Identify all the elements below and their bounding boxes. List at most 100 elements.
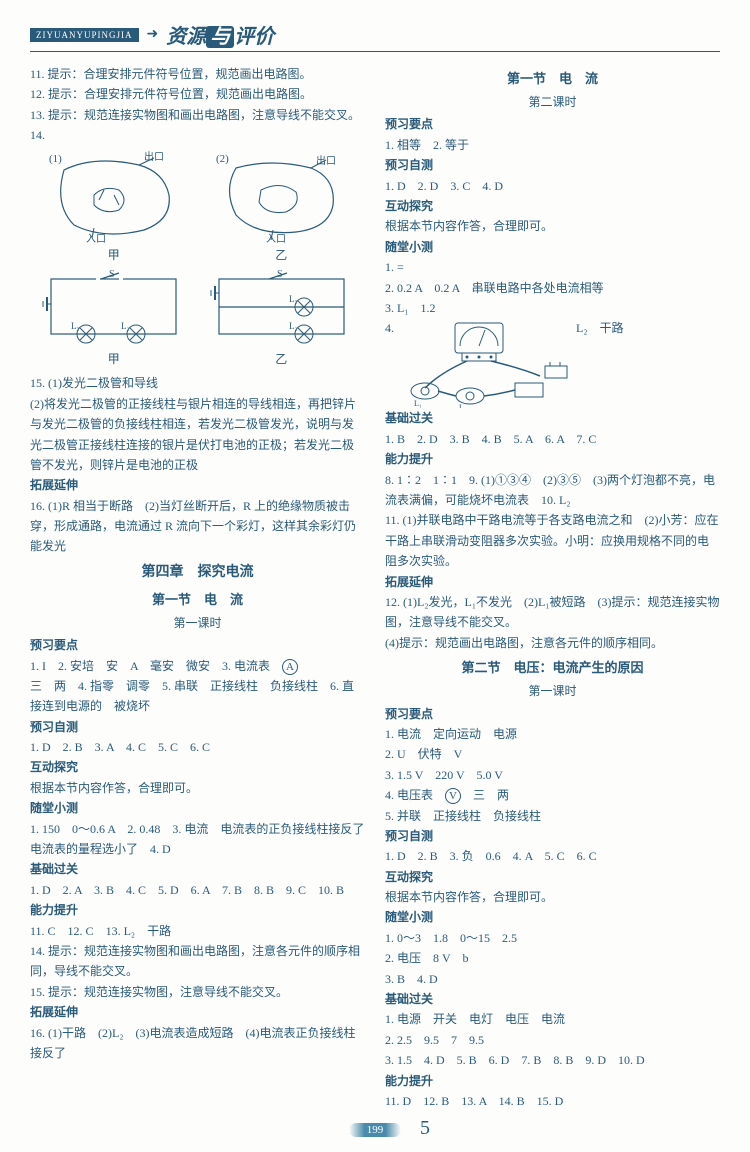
svg-text:L₁: L₁ [414,399,422,408]
r-nlts: 能力提升 [385,449,720,469]
diagram-row-2: S L₁ L₂ 甲 S [30,269,365,369]
r-jcgg: 基础过关 [385,408,720,428]
r-jc1: 1. B 2. D 3. B 4. B 5. A 6. A 7. C [385,429,720,449]
r-jcgg2: 基础过关 [385,989,720,1009]
r-yx2-4: 4. 电压表 V 三 两 [385,785,720,805]
item-13: 13. 提示：规范连接实物图和画出电路图，注意导线不能交叉。 [30,105,365,125]
svg-text:入口: 入口 [266,234,286,245]
heading-stxc: 随堂小测 [30,798,365,818]
left-column: 11. 提示：合理安排元件符号位置，规范画出电路图。 12. 提示：合理安排元件… [30,64,365,1111]
caption-yi: 乙 [211,245,351,265]
yx2-4b: 三 两 [461,788,509,802]
item-12: 12. 提示：合理安排元件符号位置，规范画出电路图。 [30,84,365,104]
title-part-c: 评价 [234,26,274,48]
r-st4-label: 4. [385,318,394,338]
yx1-text: 1. I 2. 安培 安 A 毫安 微安 3. 电流表 [30,659,270,673]
r-yx2-5: 5. 并联 正接线柱 负接线柱 [385,806,720,826]
r-lesson-2: 第二课时 [385,92,720,112]
chapter-4-title: 第四章 探究电流 [30,561,365,585]
r-tz1: 12. (1)L₂发光，L₁不发光 (2)L₁被短路 (3)提示：规范连接实物图… [385,592,720,633]
svg-text:L₂: L₂ [459,403,467,408]
r-yx2-3: 3. 1.5 V 220 V 5.0 V [385,765,720,785]
yxzc-1: 1. D 2. B 3. A 4. C 5. C 6. C [30,737,365,757]
r-nl2-1: 11. D 12. B 13. A 14. B 15. D [385,1091,720,1111]
page-number: 199 [349,1123,402,1137]
content-columns: 11. 提示：合理安排元件符号位置，规范画出电路图。 12. 提示：合理安排元件… [30,64,720,1111]
svg-text:入口: 入口 [86,234,106,245]
section-1-title: 第一节 电 流 [30,589,365,611]
r-jc2-2: 2. 2.5 9.5 7 9.5 [385,1030,720,1050]
r-jc2-1: 1. 电源 开关 电灯 电压 电流 [385,1009,720,1029]
r-st4b: L₂ 干路 [576,318,624,338]
r-yxyd: 预习要点 [385,114,720,134]
r-yx2-2: 2. U 伏特 V [385,744,720,764]
svg-text:L₂: L₂ [289,321,298,331]
r-st4-row: 4. L₁ L₂ [385,318,720,408]
heading-nlts: 能力提升 [30,900,365,920]
r-section-2: 第二节 电压：电流产生的原因 [385,657,720,679]
r-yx2-1: 1. 电流 定向运动 电源 [385,724,720,744]
heading-yxzc: 预习自测 [30,717,365,737]
tz-1: 16. (1)干路 (2)L₂ (3)电流表造成短路 (4)电流表正负接线柱接反… [30,1023,365,1064]
right-column: 第一节 电 流 第二课时 预习要点 1. 相等 2. 等于 预习自测 1. D … [385,64,720,1111]
r-yxzc1: 1. D 2. D 3. C 4. D [385,176,720,196]
item-11: 11. 提示：合理安排元件符号位置，规范画出电路图。 [30,64,365,84]
item-15-2: (2)将发光二极管的正接线柱与银片相连的导线相连，再把锌片与发光二极管的负接线柱… [30,394,365,476]
r-nl1: 8. 1∶2 1∶1 9. (1)①③④ (2)③⑤ (3)两个灯泡都不亮，电流… [385,470,720,511]
caption-yi-2: 乙 [209,349,354,369]
r-hdtj: 互动探究 [385,196,720,216]
heading-yuxi-yd: 预习要点 [30,635,365,655]
caption-jia-2: 甲 [41,349,186,369]
r-section-1: 第一节 电 流 [385,68,720,90]
nl-3: 15. 提示：规范连接实物图，注意导线不能交叉。 [30,982,365,1002]
svg-text:L₂: L₂ [121,321,130,331]
lesson-1-sub: 第一课时 [30,613,365,633]
yx-line-1: 1. I 2. 安培 安 A 毫安 微安 3. 电流表 A [30,656,365,676]
page-footer: 199 [0,1122,750,1137]
r-st2-2: 2. 电压 8 V b [385,948,720,968]
hdtj-1: 根据本节内容作答，合理即可。 [30,778,365,798]
r-hdtj2-1: 根据本节内容作答，合理即可。 [385,887,720,907]
diagram-row-1: (1) 出口 入口 甲 (2) 出口 入口 [30,150,365,265]
r-stxc2: 随堂小测 [385,907,720,927]
r-tz2: (4)提示：规范画出电路图，注意各元件的顺序相同。 [385,633,720,653]
yx2-4a: 4. 电压表 [385,788,433,802]
yx-line-2: 三 两 4. 指零 调零 5. 串联 正接线柱 负接线柱 6. 直接连到电源的 … [30,676,365,717]
r-st2-3: 3. B 4. D [385,969,720,989]
item-15-1: 15. (1)发光二极管和导线 [30,373,365,393]
r-st2: 2. 0.2 A 0.2 A 串联电路中各处电流相等 [385,278,720,298]
ammeter-diagram: L₁ L₂ [400,318,570,408]
r-s2-sub: 第一课时 [385,681,720,701]
r-yxzc2-1: 1. D 2. B 3. 负 0.6 4. A 5. C 6. C [385,846,720,866]
heading-hdtj: 互动探究 [30,757,365,777]
circuit-jia: S L₁ L₂ 甲 [41,269,186,369]
r-tzys: 拓展延伸 [385,572,720,592]
book-title: 资源与评价 [166,20,274,49]
svg-text:L₁: L₁ [289,294,298,304]
handwritten-number: 5 [420,1117,430,1140]
caption-jia: 甲 [44,245,184,265]
circuit-yi: S L₁ L₂ 乙 [209,269,354,369]
r-st3: 3. L₁ 1.2 [385,298,720,318]
r-st2-1: 1. 0～3 1.8 0～15 2.5 [385,928,720,948]
r-yx1: 1. 相等 2. 等于 [385,135,720,155]
arrow-icon: ➜ [147,26,159,43]
item-16: 16. (1)R 相当于断路 (2)当灯丝断开后，R 上的绝缘物质被击穿，形成通… [30,496,365,557]
heading-ext: 拓展延伸 [30,475,365,495]
circled-v: V [445,788,461,804]
heading-jcgg: 基础过关 [30,859,365,879]
label-1: (1) [49,153,62,165]
item-14: 14. [30,125,365,145]
svg-text:L₁: L₁ [71,321,80,331]
jc-1: 1. D 2. A 3. B 4. C 5. D 6. A 7. B 8. B … [30,880,365,900]
pinyin-label: ZIYUANYUPINGJIA [30,28,139,42]
diagram-1-yi: (2) 出口 入口 乙 [211,150,351,265]
title-part-b: 与 [206,26,234,48]
nl-1: 11. C 12. C 13. L₂ 干路 [30,921,365,941]
nl-2: 14. 提示：规范连接实物图和画出电路图，注意各元件的顺序相同，导线不能交叉。 [30,941,365,982]
heading-tzys: 拓展延伸 [30,1002,365,1022]
r-nl2: 11. (1)并联电路中干路电流等于各支路电流之和 (2)小芳：应在干路上串联滑… [385,510,720,571]
r-yxyd2: 预习要点 [385,704,720,724]
page-header: ZIYUANYUPINGJIA ➜ 资源与评价 [30,20,720,52]
r-stxc: 随堂小测 [385,237,720,257]
